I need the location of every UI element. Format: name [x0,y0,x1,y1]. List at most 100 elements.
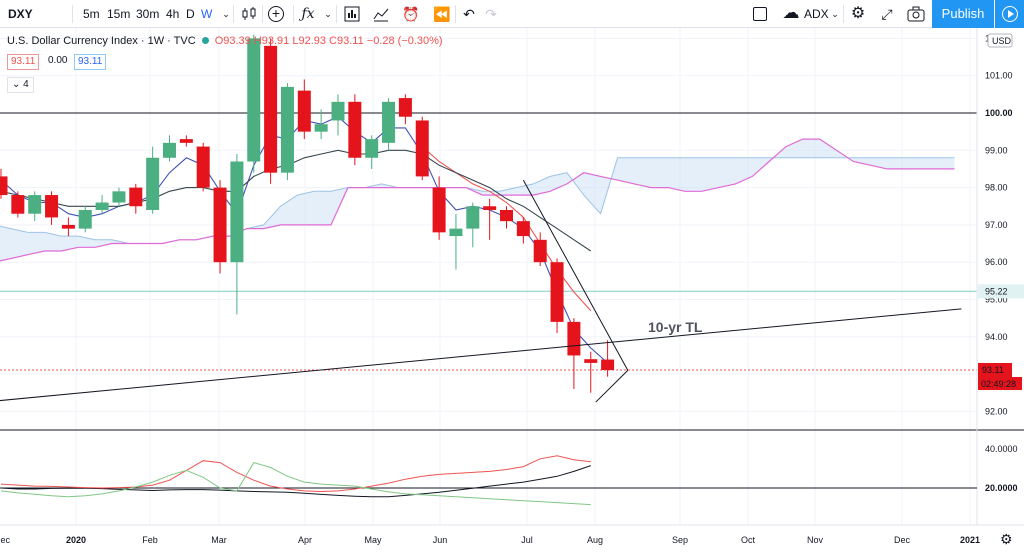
cloud-span-b [0,138,955,262]
candle-body [61,224,75,229]
time-tick-label: Dec [0,535,11,545]
interval-4h-button[interactable]: 4h [166,7,180,21]
toolbar-divider [293,5,294,23]
time-tick-label: Jun [433,535,448,545]
time-tick-label: Feb [142,535,158,545]
candle-body [483,206,497,210]
candle-body [500,209,513,222]
price-tick-label: 92.00 [985,406,1008,416]
price-tick-label: 99.00 [985,145,1008,155]
candle-body [382,101,396,143]
hline-label-box [978,106,1024,120]
hline-label-box [978,284,1024,299]
gear-icon[interactable]: ⚙ [850,5,866,22]
camera-icon[interactable] [907,5,925,23]
candle-body [297,90,311,132]
price-tick-label: 95.00 [985,295,1008,305]
candle-body [129,187,143,207]
toolbar-divider [843,5,844,23]
candle-body [533,239,547,263]
chart-legend: U.S. Dollar Currency Index · 1W · TVC O93… [7,35,443,47]
candle-body [112,191,126,203]
price-tick-label: 98.00 [985,183,1008,193]
chevron-down-icon[interactable]: ⌄ [324,9,332,19]
templates-icon[interactable] [372,5,390,23]
interval-15m-button[interactable]: 15m [107,7,131,21]
play-button[interactable] [994,0,1024,28]
candle-body [331,101,345,121]
interval-w-button[interactable]: W [201,7,213,21]
interval-5m-button[interactable]: 5m [83,7,100,21]
candle-body [415,120,429,177]
candle-body [78,209,92,229]
candle-body [179,139,193,143]
countdown-box [978,376,1022,390]
indicator-count: 4 [23,79,29,90]
adx-series-0 [0,465,591,498]
alarm-clock-icon[interactable]: ⏰ [402,6,420,22]
time-tick-label: Mar [211,535,227,545]
bid-price-box[interactable]: 93.11 [7,54,40,70]
price-tick-label: 97.00 [985,220,1008,230]
spread-value: 0.00 [45,54,71,70]
interval-d-button[interactable]: D [186,7,195,21]
ask-price-box[interactable]: 93.11 [74,54,107,70]
top-toolbar: DXY 5m 15m 30m 4h D W ⌄ + ƒx ⌄ ⏰ ⏪ ↶ ↷ ☁… [0,0,1024,28]
candle-body [516,221,530,237]
candle-body [146,157,160,210]
undo-icon[interactable]: ↶ [463,6,475,22]
candle-body [95,202,109,210]
chevron-down-icon[interactable]: ⌄ [222,9,230,19]
price-chart[interactable]: 10-yr TL102.00101.00100.0099.0098.0097.0… [0,28,1024,553]
compare-plus-icon[interactable]: + [268,6,284,22]
currency-box [987,33,1013,48]
expand-icon[interactable]: ⤢ [881,6,893,22]
financials-icon[interactable] [343,5,361,23]
cloud-icon[interactable]: ☁ [782,3,800,22]
candle-body [163,142,176,158]
candle-body [264,45,278,173]
time-tick-label: Oct [741,535,756,545]
time-tick-label: Dec [894,535,911,545]
candle-body [466,206,480,229]
candle-body [567,321,581,356]
fullscreen-box-icon[interactable] [753,7,767,21]
interval-30m-button[interactable]: 30m [136,7,160,21]
candle-body [601,359,615,370]
replay-icon[interactable]: ⏪ [433,6,451,22]
indicators-fx-icon[interactable]: ƒx [301,6,315,22]
redo-icon[interactable]: ↷ [485,6,497,22]
candles-icon[interactable] [240,5,258,23]
publish-button[interactable]: Publish [932,0,994,28]
candle-body [45,195,59,218]
time-tick-label: Nov [807,535,824,545]
candle-body [314,124,328,132]
candle-body [213,187,227,263]
gear-icon: ⚙ [1000,531,1013,547]
layout-name[interactable]: ADX [804,7,829,21]
adx-series-2 [0,462,591,506]
time-tick-label: Jul [521,535,533,545]
candle-body [365,139,379,158]
time-tick-label: Apr [298,535,312,545]
time-tick-label: Sep [672,535,688,545]
trendline-2 [595,370,629,403]
symbol-search-button[interactable]: DXY [8,7,33,21]
trendline-1 [522,179,629,371]
trendline-label: 10-yr TL [648,319,703,335]
candle-body [28,195,42,214]
candle-body [584,359,598,363]
ichimoku-cloud [0,139,955,261]
time-tick-label: 2021 [960,535,980,545]
indicator-collapse-button[interactable]: ⌄ 4 [7,77,34,93]
play-icon [1001,6,1018,22]
market-status-dot [201,37,209,44]
price-tick-label: 101.00 [985,71,1013,81]
ohlc-values: O93.39 H93.91 L92.93 C93.11 −0.28 (−0.30… [214,35,443,47]
time-tick-label: Aug [587,535,603,545]
candle-body [550,262,564,322]
adx-ref-box [978,481,1024,495]
time-tick-label: May [364,535,382,545]
chevron-down-icon[interactable]: ⌄ [831,9,839,19]
price-tick-label: 94.00 [985,332,1008,342]
